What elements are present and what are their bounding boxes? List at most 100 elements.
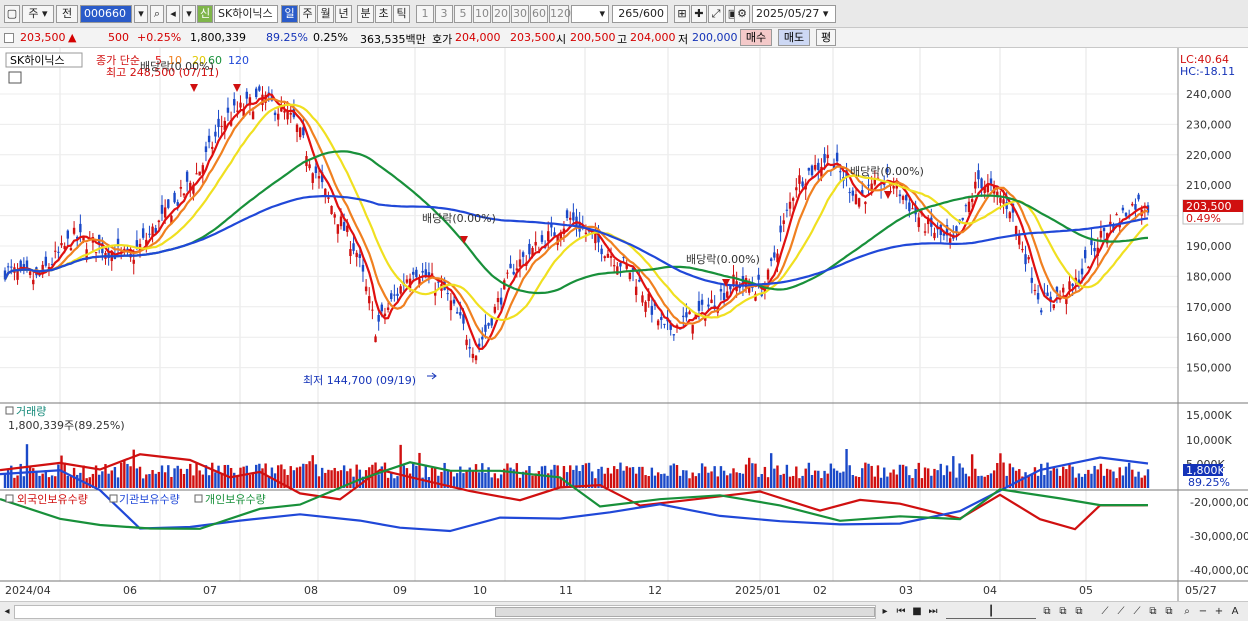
volume-checkbox[interactable]	[5, 406, 14, 415]
volume-bar	[116, 477, 120, 488]
window-icon[interactable]: ▢	[4, 5, 20, 23]
candle-body	[839, 171, 842, 173]
volume-bar	[738, 472, 741, 488]
zoom-in-icon[interactable]: +	[1214, 606, 1224, 617]
tab-week[interactable]: 주	[299, 5, 316, 23]
tab-month[interactable]: 월	[317, 5, 334, 23]
volume-bar	[697, 473, 701, 488]
custom-interval-input[interactable]: ▾	[571, 5, 609, 23]
chart-type-icon[interactable]: ⊞	[674, 5, 690, 23]
candle-body	[597, 234, 600, 243]
scroll-bar[interactable]: ◂ ▸ ⏮ ■ ⏭ ┃ ⧉ ⧉ ⧉ ⟋ ⟋ ⟋ ⧉ ⧉ ⌕ − + A	[0, 601, 1248, 621]
interval-20[interactable]: 20	[492, 5, 510, 23]
search-icon[interactable]: ⌕	[150, 5, 164, 23]
volume-bar	[192, 475, 195, 488]
stock-code-input[interactable]: 000660	[80, 5, 132, 23]
volume-bar	[729, 473, 732, 488]
volume-bar	[468, 467, 471, 488]
volume-bar	[1140, 477, 1143, 488]
volume-bar	[606, 467, 610, 488]
volume-bar	[996, 463, 999, 488]
settings-gear-icon[interactable]: ⚙	[734, 5, 750, 23]
holding-lines	[0, 453, 1149, 533]
scroll-track[interactable]	[14, 605, 876, 619]
interval-3[interactable]: 3	[435, 5, 453, 23]
holding-checkbox[interactable]	[194, 494, 203, 503]
search-icon[interactable]: ⌕	[1184, 606, 1190, 617]
candle-body	[393, 294, 396, 296]
tab-minute[interactable]: 분	[357, 5, 374, 23]
last-icon[interactable]: ⏭	[928, 606, 938, 617]
scroll-thumb[interactable]	[495, 607, 875, 617]
link-icon[interactable]: ⧉	[1165, 606, 1173, 617]
volume-bar	[958, 463, 961, 488]
volume-bar	[182, 473, 186, 488]
count-field[interactable]: 265/600	[612, 5, 668, 23]
volume-bar	[179, 468, 183, 488]
candle-body	[911, 208, 914, 210]
prev-button[interactable]: 전	[56, 5, 78, 23]
tab-day[interactable]: 일	[281, 5, 298, 23]
volume-bar	[801, 475, 804, 488]
volume-bar	[135, 468, 139, 488]
interval-5[interactable]: 5	[454, 5, 472, 23]
volume-bar	[16, 475, 19, 488]
dividend-marker	[460, 236, 468, 244]
tool-icon[interactable]: ⤢	[708, 5, 724, 23]
new-badge[interactable]: 신	[197, 5, 213, 23]
text-tool-icon[interactable]: A	[1231, 606, 1239, 617]
tool-icon[interactable]: ⧉	[1075, 606, 1083, 617]
candle-body	[609, 256, 613, 258]
zoom-slider[interactable]: ┃	[946, 604, 1036, 619]
dividend-label: 배당락(0.00%)	[422, 212, 496, 225]
candle-body	[355, 252, 358, 258]
sell-button[interactable]: 매도	[778, 29, 810, 46]
tab-tick[interactable]: 틱	[393, 5, 410, 23]
candle-body	[179, 187, 183, 189]
eval-button[interactable]: 평	[816, 29, 836, 46]
interval-30[interactable]: 30	[511, 5, 529, 23]
stock-name-field[interactable]: SK하이닉스	[214, 5, 278, 23]
volume-bar	[440, 471, 443, 488]
volume-bar	[239, 467, 242, 488]
buy-button[interactable]: 매수	[740, 29, 772, 46]
candle-body	[996, 191, 999, 197]
scroll-left-icon[interactable]: ◂	[4, 606, 10, 617]
tool-icon[interactable]: ⧉	[1059, 606, 1067, 617]
interval-1[interactable]: 1	[416, 5, 434, 23]
interval-120[interactable]: 120	[549, 5, 571, 23]
scroll-right-icon[interactable]: ▸	[882, 606, 888, 617]
table-icon[interactable]	[8, 71, 22, 84]
holding-checkbox[interactable]	[5, 494, 14, 503]
volume-bar	[744, 464, 748, 488]
chart-area[interactable]: 240,000230,000220,000210,000200,000190,0…	[0, 48, 1248, 601]
speaker-icon[interactable]: ◂	[166, 5, 180, 23]
draw-line-icon[interactable]: ⟋	[1101, 606, 1109, 617]
first-icon[interactable]: ⏮	[896, 606, 906, 617]
volume-bar	[845, 449, 848, 488]
holding-checkbox[interactable]	[109, 494, 118, 503]
tool-icon[interactable]: ⧉	[1043, 606, 1051, 617]
candle-body	[864, 201, 867, 205]
stop-icon[interactable]: ■	[912, 606, 922, 617]
tab-year[interactable]: 년	[335, 5, 352, 23]
period-dropdown[interactable]: 주 ▾	[22, 5, 54, 23]
tab-second[interactable]: 초	[375, 5, 392, 23]
candle-body	[19, 260, 22, 268]
stock-dropdown-icon[interactable]: ▾	[182, 5, 196, 23]
draw-line-icon[interactable]: ⟋	[1117, 606, 1125, 617]
draw-line-icon[interactable]: ⟋	[1133, 606, 1141, 617]
date-field[interactable]: 2025/05/27 ▾	[752, 5, 836, 23]
zoom-out-icon[interactable]: −	[1198, 606, 1208, 617]
volume-bar	[63, 462, 66, 488]
legend-ma120: 120	[228, 54, 249, 67]
crosshair-icon[interactable]: ✚	[691, 5, 707, 23]
candle-body	[63, 245, 66, 250]
link-icon[interactable]: ⧉	[1149, 606, 1157, 617]
interval-60[interactable]: 60	[530, 5, 548, 23]
candle-body	[223, 120, 227, 130]
volume-bar	[349, 468, 352, 488]
code-dropdown-icon[interactable]: ▾	[134, 5, 148, 23]
interval-10[interactable]: 10	[473, 5, 491, 23]
checkbox-icon[interactable]	[4, 33, 14, 43]
